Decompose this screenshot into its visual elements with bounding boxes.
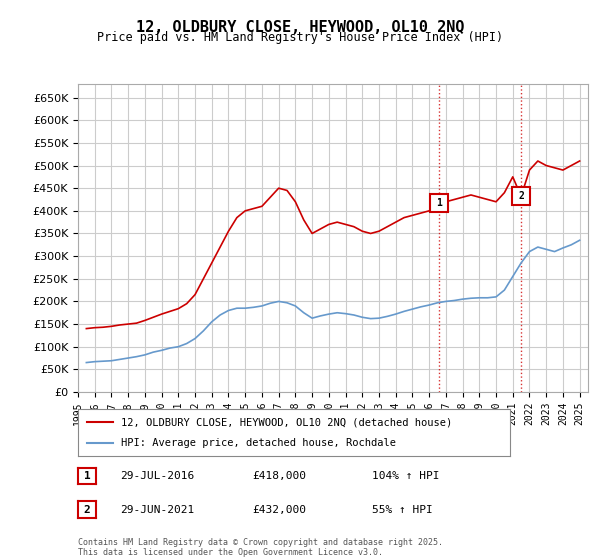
Text: £432,000: £432,000 xyxy=(252,505,306,515)
Text: 29-JUL-2016: 29-JUL-2016 xyxy=(120,471,194,481)
Text: £418,000: £418,000 xyxy=(252,471,306,481)
Text: 29-JUN-2021: 29-JUN-2021 xyxy=(120,505,194,515)
Text: Price paid vs. HM Land Registry's House Price Index (HPI): Price paid vs. HM Land Registry's House … xyxy=(97,31,503,44)
Text: 12, OLDBURY CLOSE, HEYWOOD, OL10 2NQ: 12, OLDBURY CLOSE, HEYWOOD, OL10 2NQ xyxy=(136,20,464,35)
Text: 1: 1 xyxy=(436,198,442,208)
Text: 55% ↑ HPI: 55% ↑ HPI xyxy=(372,505,433,515)
Text: 2: 2 xyxy=(83,505,91,515)
Text: 1: 1 xyxy=(83,471,91,481)
Text: Contains HM Land Registry data © Crown copyright and database right 2025.
This d: Contains HM Land Registry data © Crown c… xyxy=(78,538,443,557)
Text: 12, OLDBURY CLOSE, HEYWOOD, OL10 2NQ (detached house): 12, OLDBURY CLOSE, HEYWOOD, OL10 2NQ (de… xyxy=(121,417,452,427)
Text: 104% ↑ HPI: 104% ↑ HPI xyxy=(372,471,439,481)
Text: HPI: Average price, detached house, Rochdale: HPI: Average price, detached house, Roch… xyxy=(121,438,396,448)
Text: 2: 2 xyxy=(518,192,524,202)
